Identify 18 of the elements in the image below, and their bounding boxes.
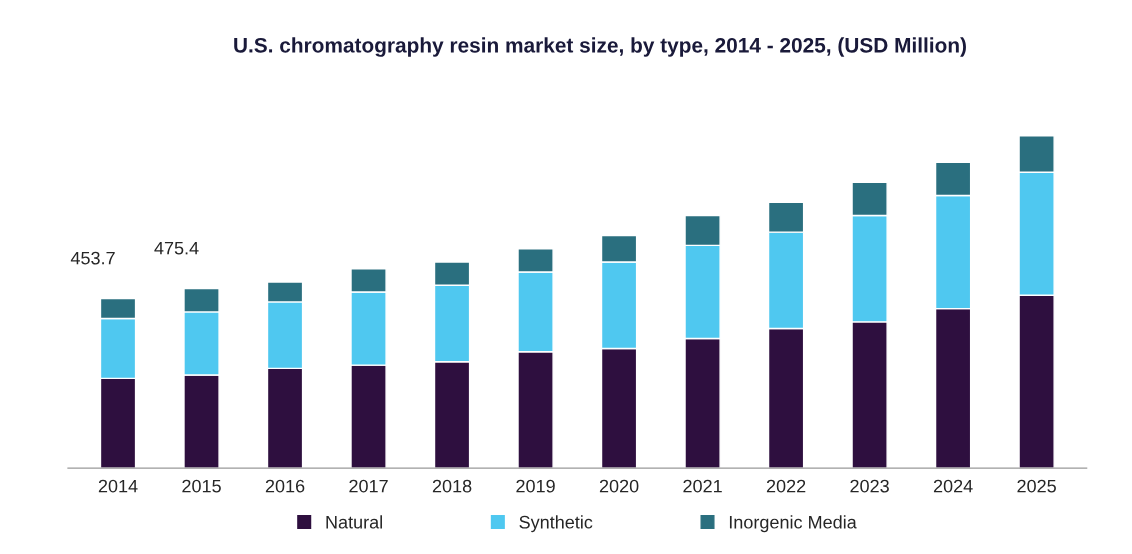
x-tick-label: 2015	[182, 479, 221, 493]
x-tick-label: 2014	[98, 479, 138, 493]
x-tick-label: 2017	[349, 479, 388, 493]
chart-title: U.S. chromatography resin market size, by type, 2014 - 2025, (USD Million)	[234, 37, 966, 57]
legend-label: Natural	[326, 515, 382, 529]
x-tick-label: 2018	[432, 479, 472, 493]
annotation: 453.7	[70, 251, 115, 265]
annotation: 475.4	[154, 241, 199, 255]
x-tick-label: 2023	[850, 479, 889, 493]
x-tick-label: 2021	[683, 479, 722, 493]
legend-label: Inorgenic Media	[729, 515, 857, 533]
x-tick-label: 2024	[933, 479, 973, 493]
legend-label: Synthetic	[519, 515, 593, 533]
x-tick-label: 2025	[1017, 479, 1056, 493]
x-tick-label: 2016	[265, 479, 305, 493]
x-tick-label: 2019	[516, 479, 555, 493]
x-tick-label: 2020	[599, 479, 639, 493]
x-tick-label: 2022	[766, 479, 806, 493]
